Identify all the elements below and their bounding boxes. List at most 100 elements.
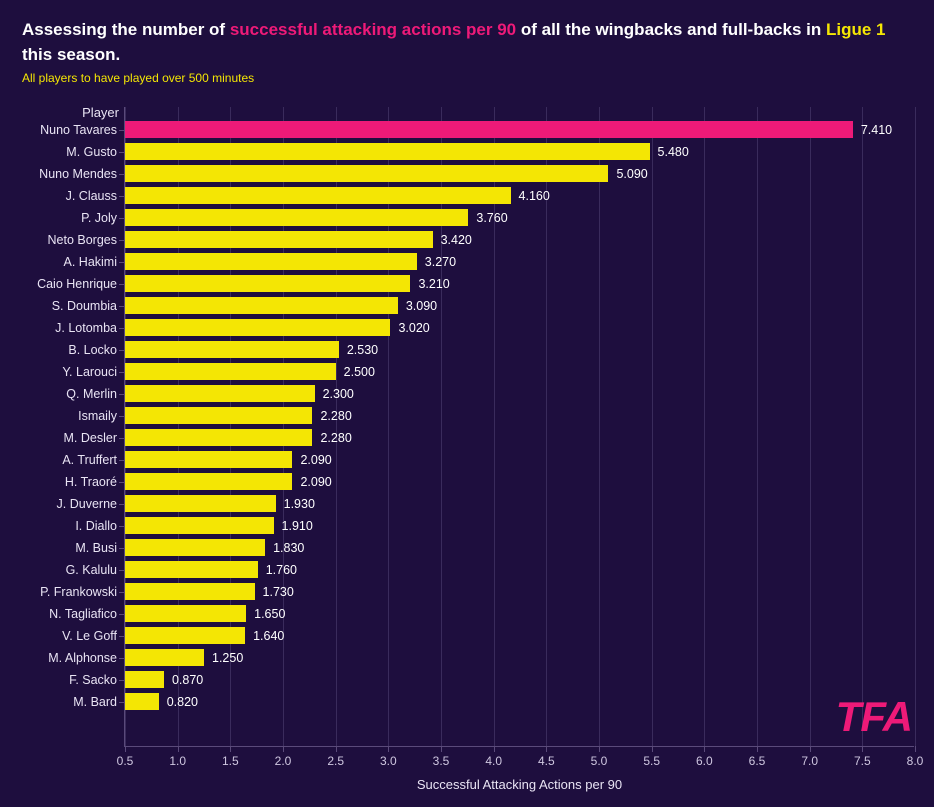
x-tick-mark	[652, 746, 653, 752]
bar-value-label: 1.650	[254, 607, 285, 621]
x-axis-title: Successful Attacking Actions per 90	[417, 777, 622, 792]
bar	[125, 143, 650, 160]
bar	[125, 231, 433, 248]
gridline	[652, 107, 653, 746]
player-label: H. Traoré	[65, 475, 117, 489]
bar-value-label: 3.420	[441, 233, 472, 247]
plot-area: Player Successful Attacking Actions per …	[124, 107, 914, 747]
gridline	[810, 107, 811, 746]
gridline	[599, 107, 600, 746]
bar-value-label: 1.250	[212, 651, 243, 665]
gridline	[915, 107, 916, 746]
bar-value-label: 3.090	[406, 299, 437, 313]
x-tick-label: 1.0	[169, 754, 186, 768]
player-label: J. Clauss	[66, 189, 117, 203]
bar-value-label: 0.820	[167, 695, 198, 709]
title-prefix: Assessing the number of	[22, 20, 230, 39]
bar	[125, 187, 511, 204]
bar-value-label: 2.090	[300, 475, 331, 489]
bar-value-label: 1.640	[253, 629, 284, 643]
bar-value-label: 1.760	[266, 563, 297, 577]
x-tick-mark	[283, 746, 284, 752]
bar	[125, 649, 204, 666]
bar	[125, 407, 312, 424]
bar	[125, 495, 276, 512]
player-label: J. Duverne	[57, 497, 117, 511]
title-highlight-metric: successful attacking actions per 90	[230, 20, 516, 39]
bar-value-label: 3.210	[418, 277, 449, 291]
x-tick-label: 7.0	[801, 754, 818, 768]
x-tick-mark	[178, 746, 179, 752]
player-label: A. Truffert	[62, 453, 117, 467]
x-tick-mark	[125, 746, 126, 752]
x-tick-label: 5.5	[643, 754, 660, 768]
gridline	[862, 107, 863, 746]
x-tick-mark	[757, 746, 758, 752]
bar-value-label: 2.500	[344, 365, 375, 379]
x-tick-mark	[915, 746, 916, 752]
player-label: Neto Borges	[48, 233, 117, 247]
x-tick-mark	[441, 746, 442, 752]
player-label: Caio Henrique	[37, 277, 117, 291]
bar	[125, 385, 315, 402]
x-tick-mark	[388, 746, 389, 752]
x-tick-label: 0.5	[117, 754, 134, 768]
player-label: M. Busi	[75, 541, 117, 555]
bar	[125, 539, 265, 556]
bar	[125, 275, 410, 292]
chart-container: Assessing the number of successful attac…	[0, 0, 934, 807]
x-tick-label: 1.5	[222, 754, 239, 768]
gridline	[757, 107, 758, 746]
x-tick-label: 2.5	[327, 754, 344, 768]
x-tick-label: 3.5	[433, 754, 450, 768]
title-highlight-league: Ligue 1	[826, 20, 886, 39]
player-label: M. Desler	[64, 431, 117, 445]
player-label: Q. Merlin	[66, 387, 117, 401]
bar	[125, 671, 164, 688]
x-tick-mark	[494, 746, 495, 752]
bar	[125, 517, 274, 534]
bar	[125, 209, 468, 226]
player-label: A. Hakimi	[64, 255, 117, 269]
player-label: J. Lotomba	[55, 321, 117, 335]
x-tick-label: 5.0	[591, 754, 608, 768]
bar-value-label: 2.530	[347, 343, 378, 357]
bar	[125, 341, 339, 358]
x-tick-mark	[862, 746, 863, 752]
bar	[125, 451, 292, 468]
player-label: Nuno Tavares	[40, 123, 117, 137]
x-tick-mark	[230, 746, 231, 752]
bar	[125, 297, 398, 314]
bar-value-label: 5.090	[616, 167, 647, 181]
x-tick-mark	[599, 746, 600, 752]
bar-value-label: 1.730	[263, 585, 294, 599]
x-tick-label: 4.5	[538, 754, 555, 768]
gridline	[546, 107, 547, 746]
bar-value-label: 3.020	[398, 321, 429, 335]
bar-value-label: 1.930	[284, 497, 315, 511]
x-tick-label: 2.0	[275, 754, 292, 768]
bar	[125, 363, 336, 380]
bar	[125, 583, 255, 600]
player-label: N. Tagliafico	[49, 607, 117, 621]
bar-value-label: 4.160	[519, 189, 550, 203]
x-tick-mark	[546, 746, 547, 752]
bar	[125, 165, 608, 182]
x-tick-label: 4.0	[485, 754, 502, 768]
bar	[125, 561, 258, 578]
bar-value-label: 3.270	[425, 255, 456, 269]
bar-value-label: 3.760	[476, 211, 507, 225]
bar-value-label: 2.090	[300, 453, 331, 467]
x-tick-label: 7.5	[854, 754, 871, 768]
bar-value-label: 1.830	[273, 541, 304, 555]
player-label: B. Locko	[68, 343, 117, 357]
bar	[125, 627, 245, 644]
player-label: M. Alphonse	[48, 651, 117, 665]
bar	[125, 319, 390, 336]
player-label: F. Sacko	[69, 673, 117, 687]
player-label: V. Le Goff	[62, 629, 117, 643]
player-label: P. Frankowski	[40, 585, 117, 599]
title-mid: of all the wingbacks and full-backs in	[516, 20, 826, 39]
x-tick-label: 3.0	[380, 754, 397, 768]
player-label: I. Diallo	[75, 519, 117, 533]
